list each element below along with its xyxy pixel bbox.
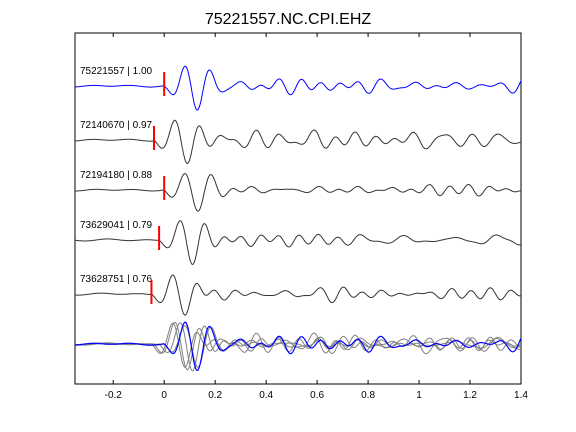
x-tick-label: 1.4 bbox=[514, 390, 528, 401]
trace-label: 73628751 | 0.76 bbox=[80, 274, 153, 285]
x-tick-label: 0.6 bbox=[310, 390, 324, 401]
x-tick-label: 1 bbox=[416, 390, 422, 401]
trace-label: 75221557 | 1.00 bbox=[80, 66, 153, 77]
trace-label-group: 75221557 | 1.00 72140670 | 0.97 72194180 |… bbox=[80, 66, 153, 285]
trace-line bbox=[75, 173, 522, 212]
stack-group bbox=[74, 321, 522, 372]
pick-marker-group bbox=[150, 72, 166, 304]
trace-line bbox=[75, 220, 522, 265]
trace-line bbox=[75, 119, 522, 165]
x-axis: -0.2 0 0.2 0.4 0.6 0.8 1 1.2 1.4 bbox=[105, 33, 528, 401]
stack-trace-line bbox=[75, 322, 521, 368]
x-tick-label: 0.4 bbox=[259, 390, 273, 401]
trace-label: 72194180 | 0.88 bbox=[80, 170, 153, 181]
stack-trace-line bbox=[75, 321, 522, 371]
chart-title: 75221557.NC.CPI.EHZ bbox=[205, 11, 372, 28]
stack-reference-line bbox=[74, 321, 522, 372]
x-tick-label: 0 bbox=[161, 390, 167, 401]
x-tick-label: -0.2 bbox=[105, 390, 123, 401]
x-tick-label: 0.8 bbox=[361, 390, 375, 401]
trace-label: 73629041 | 0.79 bbox=[80, 220, 153, 231]
x-tick-label: 0.2 bbox=[208, 390, 222, 401]
trace-group bbox=[74, 65, 522, 316]
trace-line bbox=[75, 274, 521, 316]
trace-label: 72140670 | 0.97 bbox=[80, 120, 153, 131]
x-tick-label: 1.2 bbox=[463, 390, 477, 401]
trace-line bbox=[74, 65, 522, 111]
plot-area bbox=[74, 32, 522, 385]
